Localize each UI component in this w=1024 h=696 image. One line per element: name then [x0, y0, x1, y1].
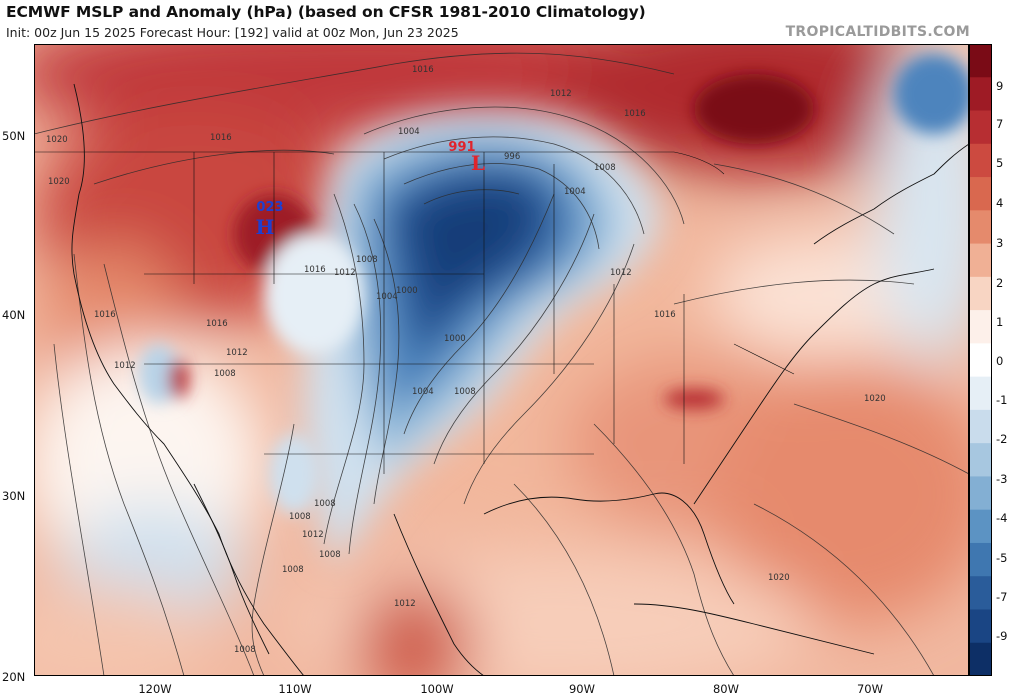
- colorbar-label: 7: [996, 117, 1004, 131]
- isobar-label: 1008: [356, 255, 378, 265]
- isobars: [34, 52, 969, 676]
- high-pressure-value: 023: [256, 200, 283, 215]
- colorbar-label: 9: [996, 79, 1004, 93]
- isobar-label: 1004: [376, 292, 398, 302]
- colorbar-swatch: [969, 310, 992, 344]
- isobar-label: 1008: [454, 387, 476, 397]
- lon-label-100w: 100W: [420, 682, 454, 696]
- isobar-label: 1016: [412, 65, 434, 75]
- colorbar-swatch: [969, 476, 992, 511]
- isobar-label: 1016: [206, 319, 228, 329]
- mslp-anomaly-map: 1016 1020 1020 1012 1016 1004 996 1008 1004 1016 1…: [34, 44, 969, 676]
- isobar-label: 1008: [319, 550, 341, 560]
- isobar-label: 1016: [624, 109, 646, 119]
- colorbar-label: -3: [996, 472, 1008, 486]
- colorbar-swatch: [969, 77, 992, 112]
- isobar-labels: 1016 1020 1020 1012 1016 1004 996 1008 1004 1016 1…: [46, 65, 886, 655]
- isobar-label: 996: [504, 152, 520, 162]
- low-pressure-value: 991: [448, 140, 475, 155]
- isobar-label: 1004: [412, 387, 434, 397]
- isobar-label: 1016: [304, 265, 326, 275]
- colorbar-frame: [969, 44, 992, 676]
- isobar-label: 1008: [594, 163, 616, 173]
- colorbar-swatch: [969, 542, 992, 577]
- map-frame: [34, 44, 969, 676]
- isobar-label: 1008: [289, 512, 311, 522]
- lon-label-90w: 90W: [568, 682, 595, 696]
- negative-anomaly: [304, 110, 660, 564]
- colorbar-label: 4: [996, 196, 1004, 210]
- colorbar-swatch: [969, 443, 992, 477]
- colorbar-swatch: [969, 276, 992, 311]
- isobar-label: 1000: [444, 334, 466, 344]
- isobar-label: 1004: [564, 187, 586, 197]
- lat-label-40n: 40N: [2, 308, 26, 322]
- colorbar-label: -1: [996, 393, 1008, 407]
- colorbar-swatch: [969, 509, 992, 544]
- lat-label-50n: 50N: [2, 129, 26, 143]
- isobar-label: 1020: [46, 135, 68, 145]
- colorbar-swatch: [969, 409, 992, 444]
- colorbar-label: -7: [996, 590, 1008, 604]
- colorbar-label: 5: [996, 156, 1004, 170]
- lon-label-70w: 70W: [856, 682, 883, 696]
- colorbar-label: -5: [996, 551, 1008, 565]
- lat-label-30n: 30N: [2, 489, 26, 503]
- isobar-label: 1012: [302, 530, 324, 540]
- anomaly-colorbar: [969, 44, 992, 676]
- anomaly-field: [34, 44, 969, 676]
- colorbar-label: -4: [996, 511, 1008, 525]
- low-pressure-letter: L: [471, 151, 485, 175]
- low-pressure-center: 991 L: [448, 140, 485, 175]
- colorbar-swatch: [969, 642, 992, 676]
- isobar-label: 1012: [550, 89, 572, 99]
- lon-label-120w: 120W: [138, 682, 172, 696]
- colorbar-label: 3: [996, 236, 1004, 250]
- isobar-label: 1012: [610, 268, 632, 278]
- isobar-label: 1020: [864, 394, 886, 404]
- site-credit: TROPICALTIDBITS.COM: [785, 24, 970, 40]
- isobar-label: 1008: [214, 369, 236, 379]
- colorbar-swatch: [969, 243, 992, 278]
- isobar-label: 1020: [768, 573, 790, 583]
- colorbar-label: 2: [996, 276, 1004, 290]
- colorbar-swatch: [969, 376, 992, 411]
- colorbar-label: 0: [996, 354, 1004, 368]
- isobar-label: 1012: [114, 361, 136, 371]
- lat-label-20n: 20N: [2, 670, 26, 684]
- chart-subtitle: Init: 00z Jun 15 2025 Forecast Hour: [19…: [6, 25, 459, 40]
- coastlines: [71, 83, 969, 676]
- isobar-label: 1020: [48, 177, 70, 187]
- political-borders: [34, 151, 795, 474]
- high-pressure-letter: H: [256, 215, 275, 239]
- isobar-label: 1000: [396, 286, 418, 296]
- isobar-label: 1004: [398, 127, 420, 137]
- colorbar-swatch: [969, 576, 992, 610]
- isobar-label: 1008: [234, 645, 256, 655]
- isobar-label: 1016: [94, 310, 116, 320]
- isobar-label: 1008: [314, 499, 336, 509]
- colorbar-swatch: [969, 44, 992, 78]
- isobar-label: 1012: [226, 348, 248, 358]
- colorbar-label: 1: [996, 315, 1004, 329]
- isobar-label: 1016: [654, 310, 676, 320]
- isobar-label: 1008: [282, 565, 304, 575]
- high-pressure-center: 023 H: [256, 200, 284, 239]
- colorbar-swatch: [969, 143, 992, 178]
- isobar-label: 1016: [210, 133, 232, 143]
- colorbar-swatch: [969, 110, 992, 145]
- colorbar-swatch: [969, 177, 992, 211]
- colorbar-swatch: [969, 210, 992, 245]
- colorbar-label: -9: [996, 629, 1008, 643]
- colorbar-swatch: [969, 609, 992, 644]
- anomaly-detail: [139, 54, 969, 514]
- chart-title: ECMWF MSLP and Anomaly (hPa) (based on C…: [6, 3, 646, 21]
- colorbar-label: -2: [996, 432, 1008, 446]
- isobar-label: 1012: [394, 599, 416, 609]
- lon-label-80w: 80W: [712, 682, 739, 696]
- isobar-label: 1012: [334, 268, 356, 278]
- colorbar-swatch: [969, 343, 992, 378]
- lon-label-110w: 110W: [278, 682, 312, 696]
